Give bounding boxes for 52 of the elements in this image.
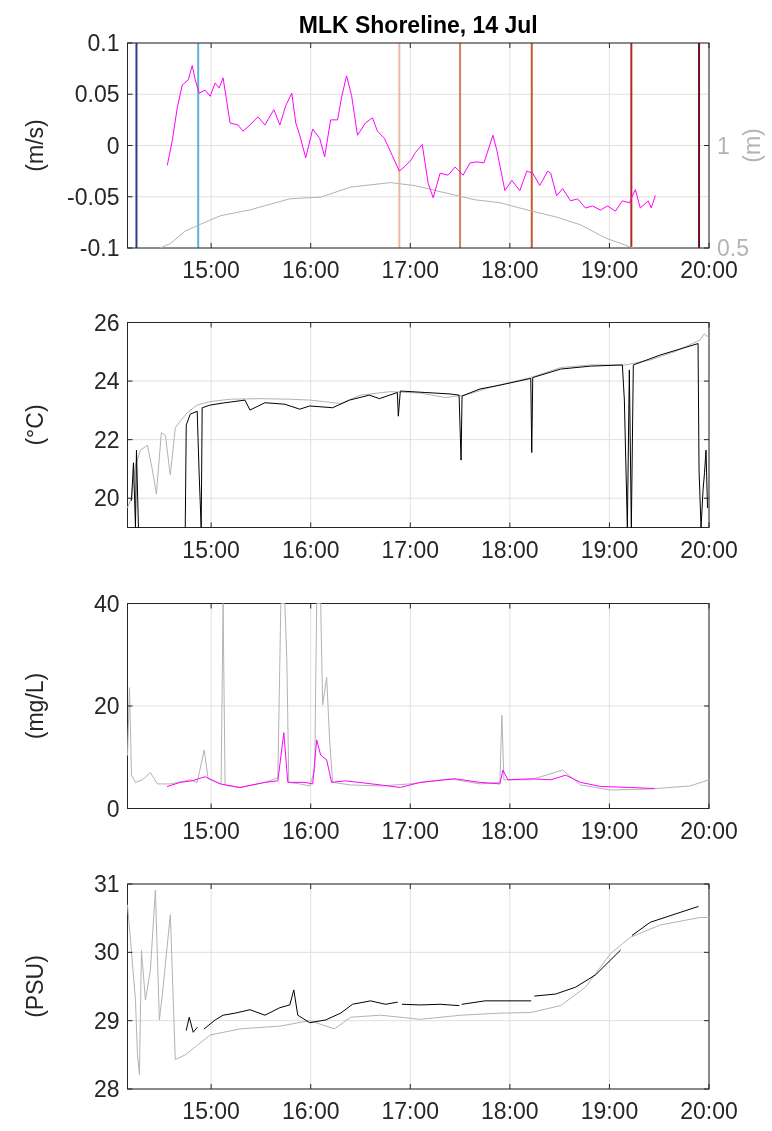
x-tick-label: 20:00 — [680, 1098, 738, 1124]
y-tick-label: 22 — [93, 426, 120, 453]
y-tick-label: 0 — [106, 795, 120, 822]
x-tick-label: 18:00 — [481, 257, 539, 283]
x-tick-label: 18:00 — [481, 536, 539, 563]
line-series — [127, 333, 710, 509]
y-tick-label: 24 — [93, 368, 120, 395]
x-tick-label: 17:00 — [381, 257, 440, 283]
x-tick-label: 16:00 — [281, 536, 340, 563]
y-tick-label: 29 — [93, 1007, 120, 1034]
y-tick-label: 40 — [93, 590, 120, 617]
line-series — [127, 603, 710, 791]
y-axis-title: (PSU) — [21, 955, 48, 1018]
chart-title: MLK Shoreline, 14 Jul — [298, 12, 538, 38]
x-tick-label: 17:00 — [381, 536, 440, 563]
y-tick-label: 26 — [93, 309, 120, 336]
y-tick-label: 0.1 — [87, 30, 120, 57]
x-tick-label: 19:00 — [580, 536, 639, 563]
y-tick-label: 31 — [93, 871, 120, 898]
x-tick-label: 16:00 — [281, 817, 340, 844]
y-axis-title: (m/s) — [21, 119, 48, 172]
y2-axis-title: (m) — [739, 128, 765, 163]
y-tick-label: -0.1 — [79, 235, 120, 262]
y-tick-label: 20 — [93, 485, 120, 512]
x-tick-label: 16:00 — [281, 257, 340, 283]
x-tick-label: 15:00 — [182, 817, 240, 844]
y-tick-label: 20 — [93, 693, 120, 720]
x-tick-label: 18:00 — [481, 1098, 539, 1124]
line-series — [166, 732, 655, 790]
line-series — [166, 65, 656, 212]
line-series — [127, 889, 710, 1076]
y-axis-title: (mg/L) — [21, 672, 48, 740]
x-tick-label: 15:00 — [182, 536, 240, 563]
y-tick-label: 30 — [93, 939, 120, 966]
y-tick-label: 28 — [93, 1076, 120, 1103]
x-tick-label: 20:00 — [680, 536, 738, 563]
x-tick-label: 15:00 — [182, 1098, 240, 1124]
x-tick-label: 19:00 — [580, 257, 639, 283]
line-series — [159, 182, 634, 249]
x-tick-label: 19:00 — [580, 817, 639, 844]
x-tick-label: 17:00 — [381, 817, 440, 844]
x-tick-label: 18:00 — [481, 817, 539, 844]
x-tick-label: 19:00 — [580, 1098, 639, 1124]
y-axis-title: (°C) — [21, 404, 48, 446]
y-tick-label: -0.05 — [67, 183, 120, 210]
y-tick-label: 0 — [106, 132, 120, 159]
x-tick-label: 20:00 — [680, 817, 738, 844]
y2-tick-label: 1 — [717, 132, 730, 159]
x-tick-label: 15:00 — [182, 257, 240, 283]
x-tick-label: 17:00 — [381, 1098, 440, 1124]
x-tick-label: 16:00 — [281, 1098, 340, 1124]
y-tick-label: 0.05 — [74, 81, 120, 108]
